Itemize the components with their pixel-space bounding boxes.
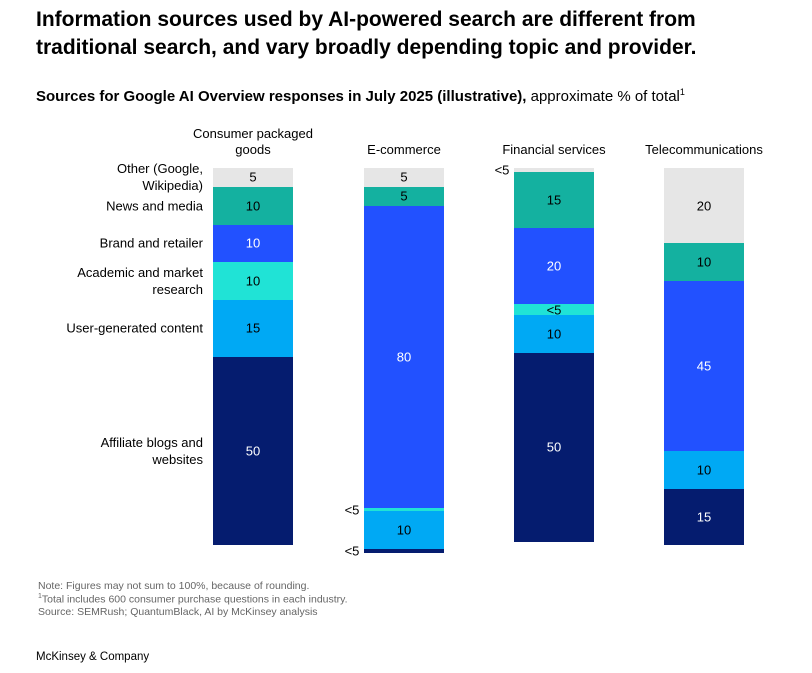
value-label: 5	[400, 188, 408, 204]
bar-segment	[664, 281, 744, 452]
note-text: Total includes 600 consumer purchase que…	[41, 593, 348, 606]
bar-segment	[664, 243, 744, 282]
bar-segment	[514, 303, 594, 316]
bar-segment	[664, 451, 744, 489]
value-label: <5	[344, 543, 360, 559]
legend-label: News and media	[106, 198, 203, 214]
note: Note: Figures may not sum to 100%, becau…	[38, 580, 310, 592]
value-label: 15	[245, 320, 261, 336]
subtitle-main: Sources for Google AI Overview responses…	[36, 88, 527, 105]
bar-segment	[364, 205, 444, 508]
value-label: <5	[494, 162, 510, 178]
legend-label: Affiliate blogs and websites	[100, 435, 203, 468]
legend-label: Academic and market research	[77, 265, 203, 298]
bar-segment	[664, 168, 744, 244]
value-label: 50	[546, 439, 562, 455]
bar-segment	[213, 224, 293, 263]
column-header: E-commerce	[367, 142, 441, 157]
bar-segment	[514, 168, 594, 172]
bar-segment	[213, 168, 293, 187]
value-label: 10	[696, 254, 712, 270]
column-header: Financial services	[502, 142, 606, 157]
value-label: <5	[344, 502, 360, 518]
column-header: Telecommunications	[645, 142, 763, 157]
legend-label: Other (Google, Wikipedia)	[117, 161, 203, 194]
value-label: 5	[400, 169, 408, 185]
legend-label: User-generated content	[66, 320, 203, 336]
bar-segment	[664, 488, 744, 546]
value-label: 10	[546, 326, 562, 342]
legend-label: Brand and retailer	[99, 235, 203, 251]
bar-segment	[514, 228, 594, 304]
bar-segment	[364, 186, 444, 206]
chart-title: Information sources used by AI-powered s…	[36, 8, 697, 59]
value-label: 45	[696, 358, 712, 374]
bar-segment	[364, 168, 444, 187]
value-label: 10	[245, 273, 261, 289]
value-label: 15	[546, 192, 562, 208]
bar-segment	[213, 262, 293, 301]
value-label: 20	[546, 258, 562, 274]
value-label: 50	[245, 443, 261, 459]
bar-segment	[364, 549, 444, 553]
value-label: 5	[249, 169, 257, 185]
bar-segment	[514, 171, 594, 229]
value-label: 10	[245, 235, 261, 251]
subtitle-unit: approximate % of total	[530, 88, 680, 105]
footnote-marker: 1	[38, 593, 42, 600]
footer: McKinsey & Company	[36, 651, 150, 663]
value-label: 80	[396, 349, 412, 365]
value-label: 10	[396, 522, 412, 538]
value-label: 20	[696, 198, 712, 214]
value-label: <5	[546, 302, 562, 318]
value-label: 10	[696, 462, 712, 478]
source: Source: SEMRush; QuantumBlack, AI by McK…	[38, 606, 318, 618]
value-label: 15	[696, 509, 712, 525]
bar-segment	[213, 186, 293, 225]
bar-segment	[514, 315, 594, 353]
bar-segment	[364, 507, 444, 512]
footnote-marker: 1	[679, 87, 685, 97]
column-header: Consumer packaged goods	[193, 126, 313, 157]
note: 1Total includes 600 consumer purchase qu…	[38, 593, 348, 606]
bar-segment	[364, 511, 444, 550]
bar-segment	[213, 300, 293, 357]
bar-segment	[514, 352, 594, 542]
subtitle: Sources for Google AI Overview responses…	[36, 87, 685, 105]
bar-segment	[213, 356, 293, 546]
value-label: 10	[245, 198, 261, 214]
